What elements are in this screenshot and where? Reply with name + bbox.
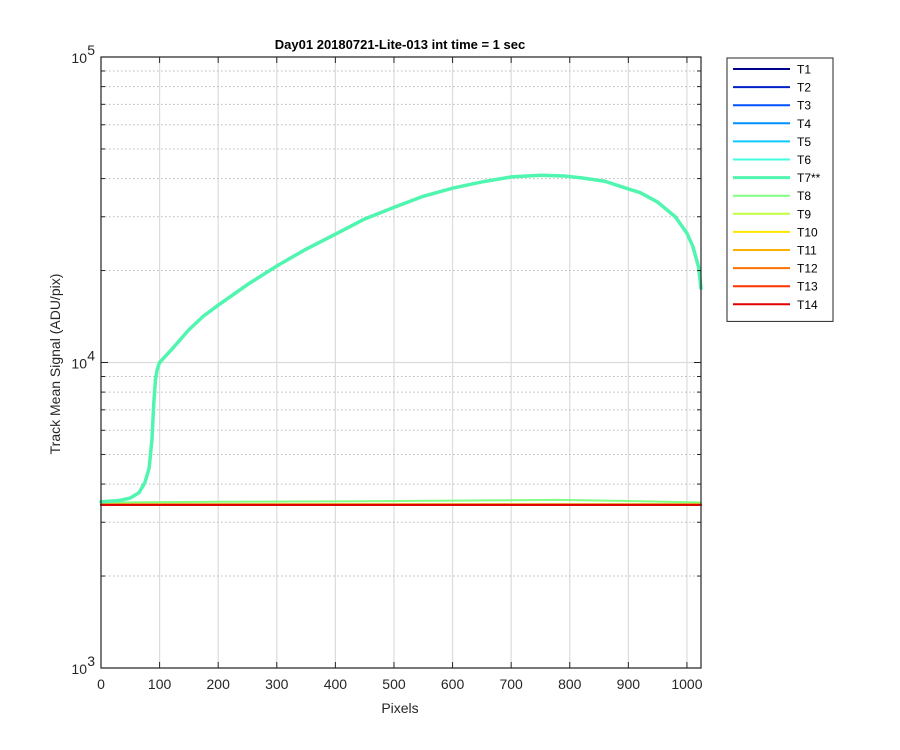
y-tick-label: 10 — [71, 356, 87, 372]
series-layer — [99, 173, 703, 506]
series-line-t7 — [99, 173, 703, 504]
x-tick-label: 900 — [617, 676, 641, 692]
legend-label-t12: T12 — [797, 262, 818, 276]
legend-label-t3: T3 — [797, 99, 811, 113]
legend-label-t6: T6 — [797, 153, 811, 167]
x-tick-label: 700 — [499, 676, 523, 692]
y-tick-exponent: 4 — [87, 348, 95, 364]
x-tick-label: 500 — [382, 676, 406, 692]
y-tick-label: 10 — [71, 50, 87, 66]
x-tick-label: 200 — [207, 676, 231, 692]
y-tick-exponent: 5 — [87, 42, 95, 58]
y-tick-label: 10 — [71, 661, 87, 677]
y-tick-exponent: 3 — [87, 653, 95, 669]
grid-layer — [100, 56, 701, 669]
legend-label-t1: T1 — [797, 63, 811, 77]
x-tick-label: 100 — [148, 676, 172, 692]
legend: T1 T2 T3 T4 T5 T6 T7** T8 T9 T10 T11 T12 T13 T14 — [726, 57, 834, 322]
legend-label-t13: T13 — [797, 280, 818, 294]
legend-label-t8: T8 — [797, 189, 811, 203]
legend-label-t2: T2 — [797, 81, 811, 95]
legend-label-t10: T10 — [797, 225, 818, 239]
chart-title: Day01 20180721-Lite-013 int time = 1 sec — [275, 37, 525, 52]
x-tick-label: 300 — [265, 676, 289, 692]
legend-label-t5: T5 — [797, 135, 811, 149]
legend-box — [726, 57, 834, 322]
legend-label-t7: T7** — [797, 171, 821, 185]
legend-label-t14: T14 — [797, 298, 818, 312]
y-axis-label: Track Mean Signal (ADU/pix) — [47, 274, 63, 455]
x-tick-label: 0 — [97, 676, 105, 692]
legend-label-t9: T9 — [797, 207, 811, 221]
legend-label-t11: T11 — [797, 244, 817, 258]
x-tick-label: 800 — [558, 676, 582, 692]
x-axis-label: Pixels — [381, 700, 418, 716]
x-tick-label: 1000 — [671, 676, 702, 692]
x-tick-label: 600 — [441, 676, 465, 692]
x-tick-label: 400 — [324, 676, 348, 692]
legend-label-t4: T4 — [797, 117, 811, 131]
series-line-t8 — [100, 498, 702, 504]
